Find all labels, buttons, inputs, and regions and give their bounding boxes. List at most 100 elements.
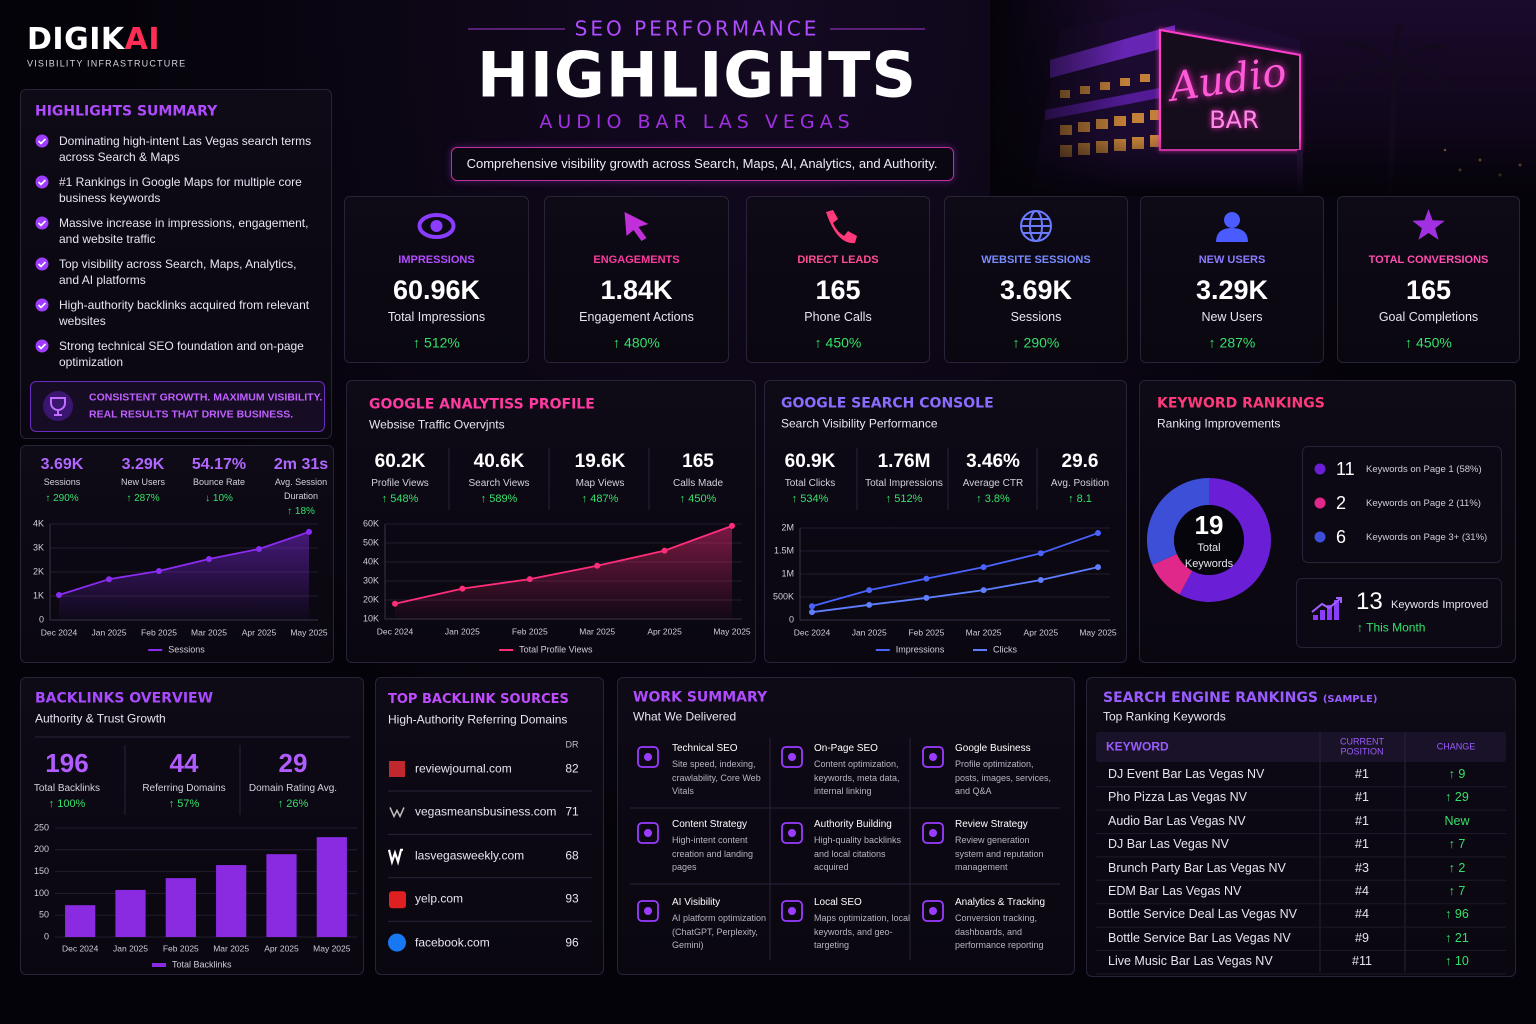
rankings-tag: (SAMPLE): [1322, 694, 1378, 705]
stat-value: 60.9K: [784, 451, 836, 473]
stat-value: 165: [682, 451, 714, 473]
kpi-value: 1.84K: [600, 275, 673, 306]
kpi-caption: Engagement Actions: [579, 310, 694, 325]
summary-item: #1 Rankings in Google Maps for multiple …: [59, 175, 302, 206]
source-dr: 71: [565, 804, 579, 819]
change: ↑ 10: [1445, 954, 1469, 969]
source-dr: 82: [565, 761, 579, 776]
work-item-description: Profile optimization, posts, images, ser…: [955, 759, 1052, 796]
callout-line: REAL RESULTS THAT DRIVE BUSINESS.: [89, 408, 294, 421]
stat-label: Total Clicks: [784, 478, 836, 489]
kpi-caption: New Users: [1201, 310, 1263, 325]
work-item-description: Site speed, indexing, crawlability, Core…: [672, 759, 761, 796]
position: #1: [1355, 813, 1369, 828]
change: New: [1444, 813, 1470, 828]
stat-change: ↓ 10%: [205, 492, 233, 504]
kpi-change: ↑ 450%: [814, 334, 862, 351]
stat-value: 3.46%: [966, 451, 1020, 473]
subtitle: AUDIO BAR LAS VEGAS: [539, 111, 855, 134]
panel-subtitle: Authority & Trust Growth: [35, 711, 166, 726]
banner-text: Comprehensive visibility growth across S…: [466, 155, 938, 171]
kpi-value: 165: [1405, 275, 1452, 306]
stat-label: Avg. Position: [1050, 478, 1110, 489]
stat-value: 29: [278, 747, 308, 778]
legend-count: 6: [1336, 526, 1347, 547]
stat-value: 19.6K: [574, 451, 626, 473]
work-item-title: AI Visibility: [672, 897, 721, 908]
kpi-caption: Goal Completions: [1378, 310, 1479, 325]
stat-change: ↑ 3.8%: [976, 493, 1010, 506]
kpi-change: ↑ 287%: [1208, 334, 1256, 351]
legend-label: Keywords on Page 3+ (31%): [1366, 532, 1488, 544]
stat-label: Profile Views: [371, 478, 429, 489]
kpi-label: DIRECT LEADS: [797, 254, 879, 267]
position: #3: [1355, 860, 1369, 875]
stat-label: Referring Domains: [142, 783, 226, 794]
work-item-title: Authority Building: [814, 819, 892, 830]
stat-change: ↑ 18%: [287, 505, 315, 517]
kpi-value: 60.96K: [392, 275, 481, 306]
stat-value: 60.2K: [374, 451, 426, 473]
change: ↑ 29: [1445, 790, 1469, 805]
improved-value: 13: [1356, 588, 1383, 615]
source-domain: reviewjournal.com: [415, 761, 512, 776]
source-domain: yelp.com: [415, 891, 464, 906]
stat-label: Sessions: [43, 477, 81, 487]
panel-title: KEYWORD RANKINGS: [1157, 395, 1325, 412]
kpi-label: NEW USERS: [1198, 254, 1266, 267]
stat-change: ↑ 100%: [48, 798, 86, 811]
panel-title: TOP BACKLINK SOURCES: [388, 691, 569, 707]
stat-change: ↑ 450%: [679, 493, 717, 506]
hero-sign-script: Audio: [1166, 49, 1290, 111]
summary-title: HIGHLIGHTS SUMMARY: [35, 103, 218, 120]
brand-accent: AI: [124, 22, 160, 57]
eyebrow: SEO PERFORMANCE: [574, 16, 820, 41]
kpi-change: ↑ 480%: [613, 334, 660, 351]
stat-value: 3.29K: [121, 456, 165, 473]
hero-sign-word: BAR: [1209, 106, 1259, 134]
stat-label: Calls Made: [672, 478, 724, 489]
summary-item: Top visibility across Search, Maps, Anal…: [59, 257, 297, 288]
stat-change: ↑ 487%: [581, 493, 619, 506]
position: #4: [1355, 907, 1369, 922]
stat-label: Bounce Rate: [192, 477, 246, 487]
kpi-caption: Sessions: [1010, 310, 1062, 325]
rankings-title: SEARCH ENGINE RANKINGS (SAMPLE): [1103, 690, 1377, 706]
source-dr: 93: [565, 891, 579, 906]
brand-main: DIGIK: [27, 22, 125, 57]
improved-label: Keywords Improved: [1391, 599, 1489, 612]
work-item-description: High-quality backlinks and local citatio…: [814, 835, 902, 872]
source-domain: facebook.com: [415, 935, 490, 950]
change: ↑ 21: [1445, 930, 1469, 945]
panel-title: GOOGLE ANALYTISS PROFILE: [369, 396, 595, 413]
keyword: Live Music Bar Las Vegas NV: [1108, 954, 1273, 969]
work-item-description: Conversion tracking, dashboards, and per…: [955, 913, 1044, 950]
change: ↑ 2: [1448, 860, 1466, 875]
brand-tagline: VISIBILITY INFRASTRUCTURE: [27, 58, 187, 69]
position: #1: [1355, 790, 1369, 805]
stat-change: ↑ 548%: [381, 493, 419, 506]
donut-total: 19: [1194, 509, 1224, 540]
work-item-title: Review Strategy: [955, 819, 1028, 830]
stat-change: ↑ 57%: [168, 798, 200, 811]
stat-label: Total Impressions: [865, 478, 943, 489]
position: #1: [1355, 837, 1369, 852]
summary-panel: [20, 89, 332, 439]
panel-subtitle: Ranking Improvements: [1157, 416, 1281, 431]
improved-change: ↑ This Month: [1357, 620, 1426, 635]
kpi-change: ↑ 290%: [1012, 334, 1060, 351]
keyword-improved-box: [1296, 578, 1502, 648]
main-title: HIGHLIGHTS: [476, 38, 918, 112]
work-item-title: Local SEO: [814, 897, 862, 908]
panel-title: WORK SUMMARY: [633, 689, 768, 706]
kpi-change: ↑ 512%: [413, 334, 460, 351]
stat-value: 54.17%: [191, 456, 247, 473]
work-item-title: Technical SEO: [672, 743, 738, 754]
banner-box: [451, 147, 954, 181]
source-domain: vegasmeansbusiness.com: [415, 804, 557, 819]
callout-line: CONSISTENT GROWTH. MAXIMUM VISIBILITY.: [89, 391, 323, 404]
kpi-caption: Phone Calls: [804, 310, 872, 325]
panel-title: GOOGLE SEARCH CONSOLE: [781, 395, 994, 412]
kpi-value: 3.29K: [1195, 275, 1269, 306]
